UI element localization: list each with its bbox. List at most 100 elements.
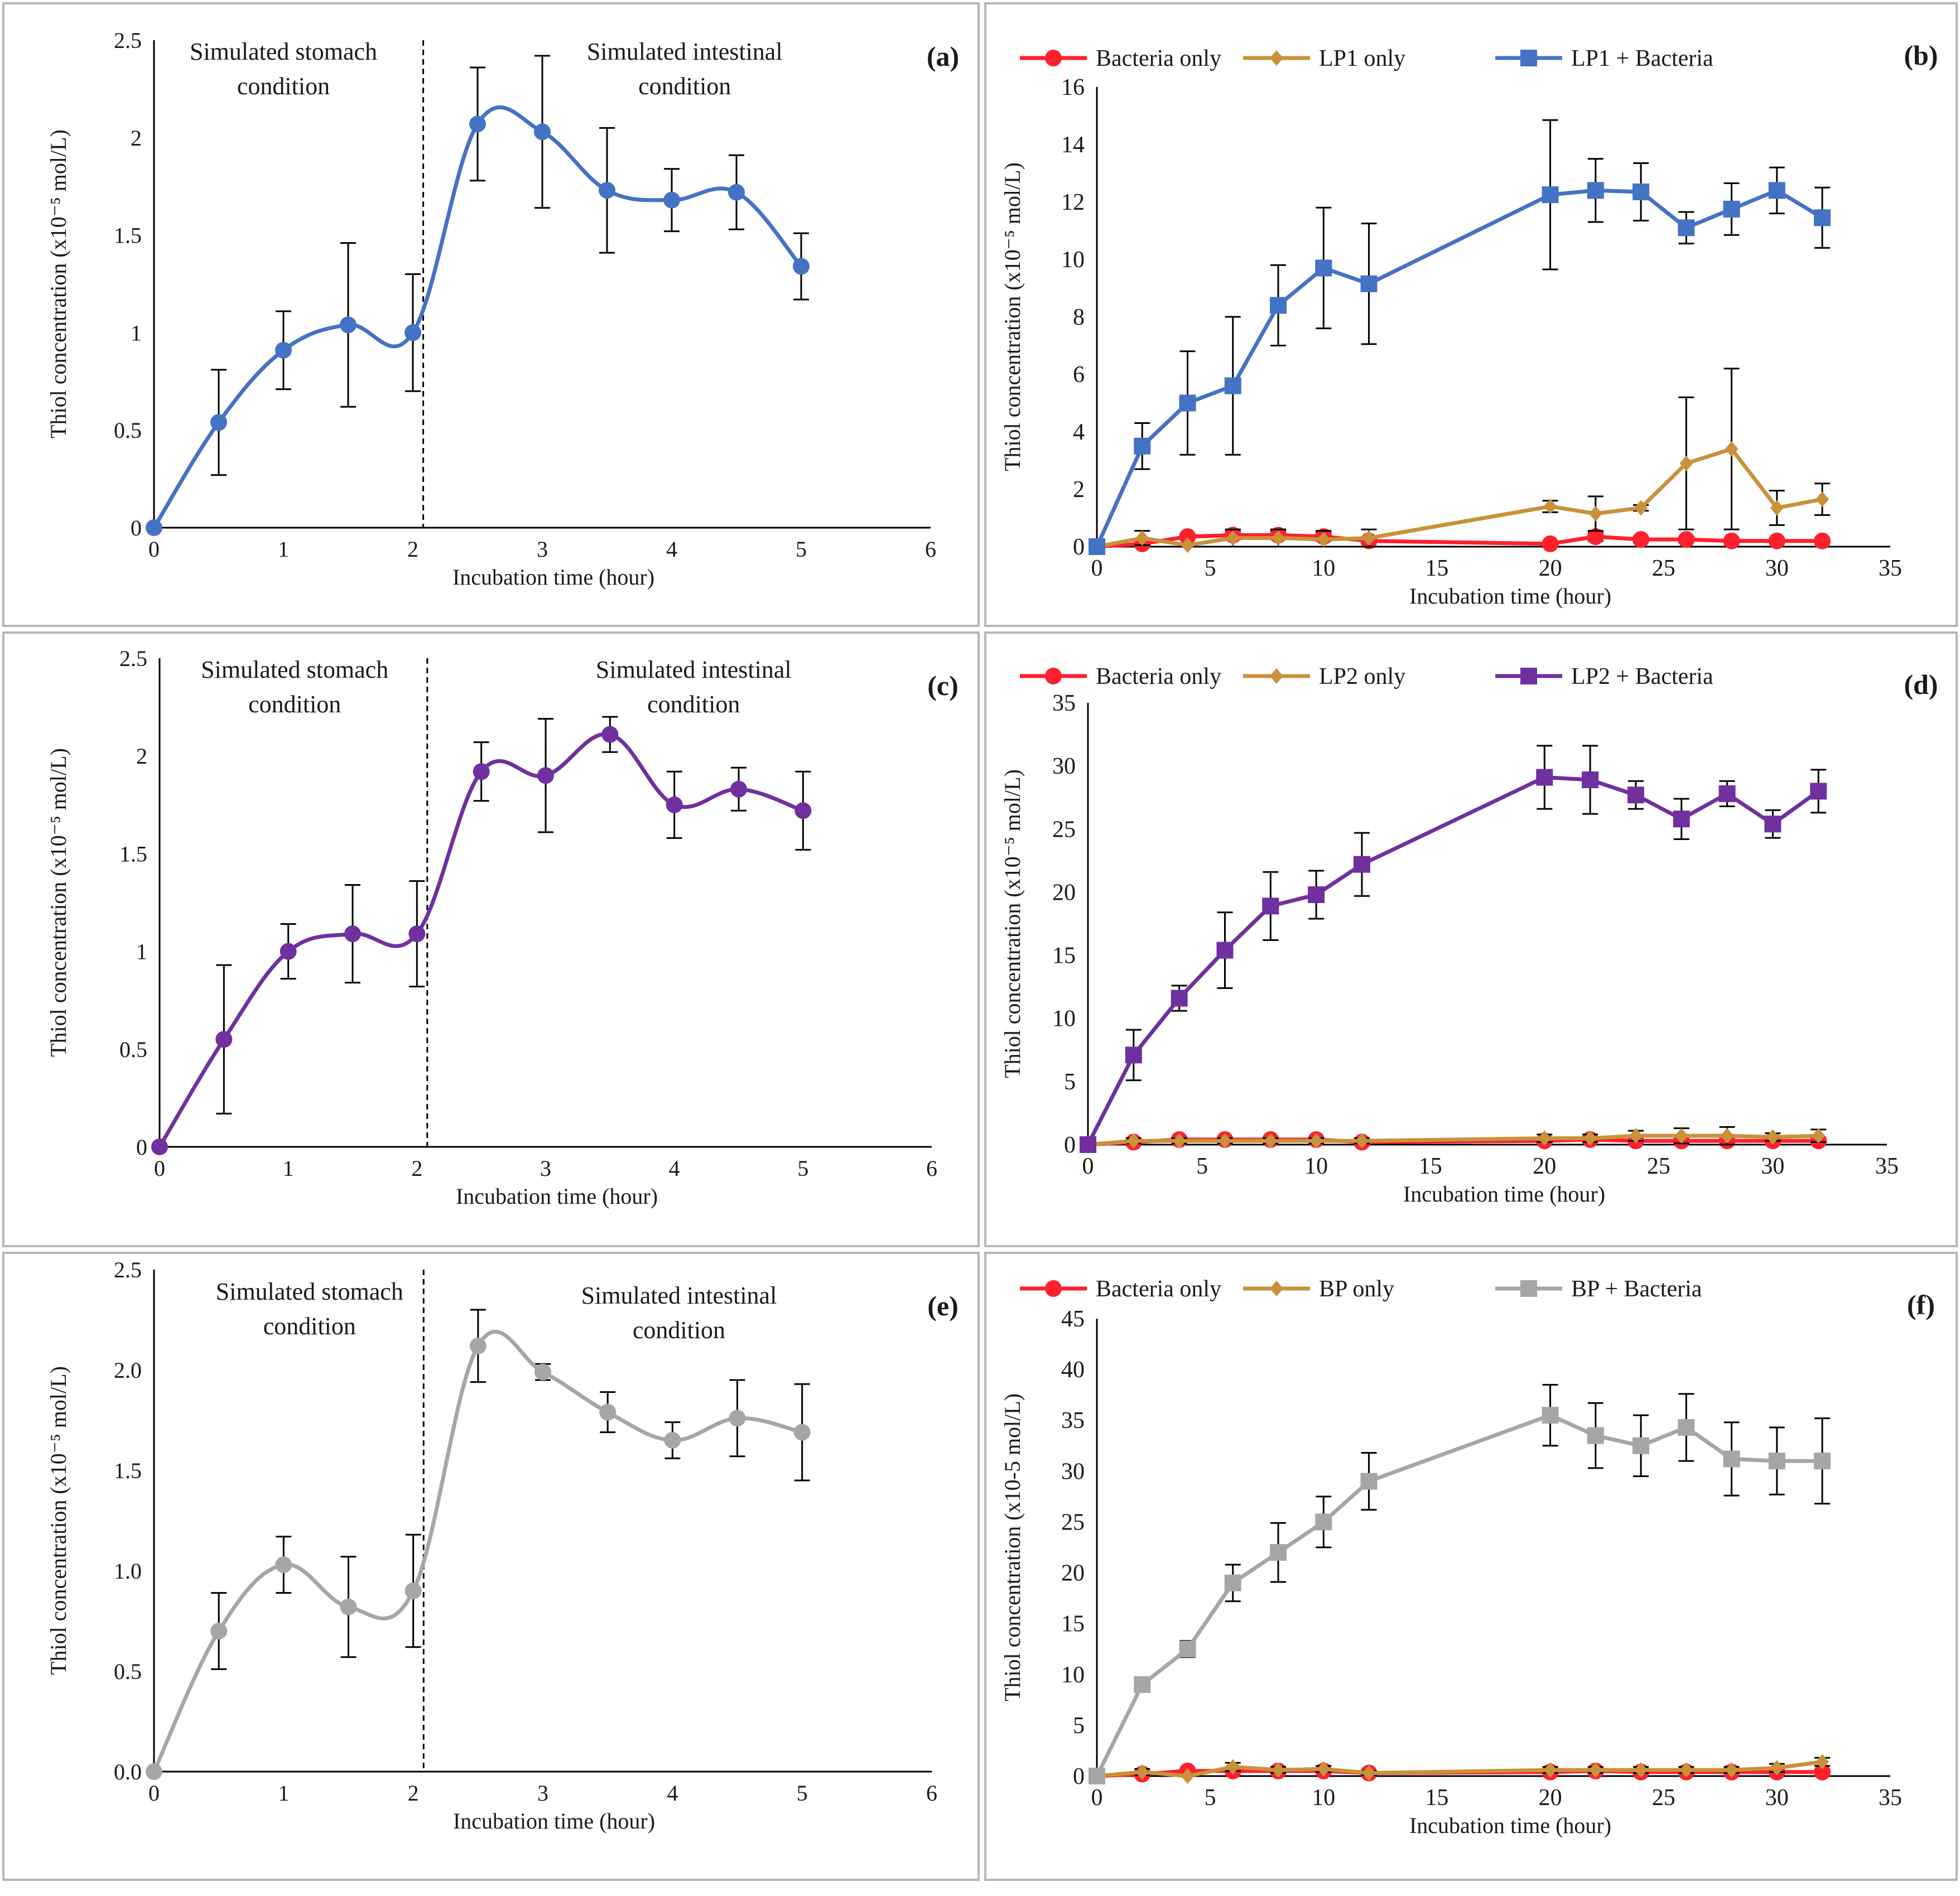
legend-label: Bacteria only [1096,46,1221,71]
data-point [1216,942,1234,959]
data-point [1582,771,1599,789]
data-point [1089,538,1105,555]
data-point [1264,1133,1278,1149]
data-point [1135,1764,1149,1780]
panel-d: (d) 0 5 10 15 20 25 30 35 0 5 10 15 20 25 30 35 Incubatio… [984,631,1958,1247]
series-main [151,716,812,1155]
region-label: Simulated intestinal [596,656,792,683]
y-tick-label: 2.5 [119,646,147,671]
legend-label: LP1 + Bacteria [1571,46,1713,71]
y-tick-label: 8 [1073,305,1085,330]
data-point [1362,530,1376,546]
panel-e: (e) 0 1 2 3 4 5 6 0.0 0.5 1.0 1.5 2.0 2.5 Incubation t… [2,1252,980,1881]
data-point [1171,990,1188,1007]
chart-c: (c) 0 1 2 3 4 5 6 0 0.5 1 1.5 2 2.5 Incubation time (h… [46,646,959,1209]
legend-marker [1520,50,1537,66]
panel-label: (f) [1907,1289,1935,1320]
x-tick-label: 5 [1205,1785,1216,1811]
x-axis-title: Incubation time (hour) [1409,1813,1611,1838]
data-point [1536,769,1553,786]
x-axis-title: Incubation time (hour) [1403,1181,1605,1207]
legend-label: BP + Bacteria [1571,1276,1702,1302]
y-tick-label: 45 [1061,1306,1085,1332]
data-point [1632,1437,1650,1454]
data-point [275,341,292,359]
panel-label: (d) [1904,669,1938,700]
x-tick-label: 0 [148,1781,160,1806]
series-line [152,105,803,529]
data-point [666,796,683,813]
data-point [1674,1128,1688,1144]
x-tick-label: 6 [926,1781,937,1806]
data-point [1627,787,1644,804]
panel-label: (e) [927,1290,959,1321]
data-point [1134,437,1151,455]
y-tick-label: 20 [1061,1561,1085,1586]
chart-d: (d) 0 5 10 15 20 25 30 35 0 5 10 15 20 25 30 35 Incubatio… [1000,664,1938,1207]
data-point [663,191,680,209]
data-point [1812,1128,1826,1144]
legend-entry: BP only [1243,1276,1394,1302]
data-point [1355,1133,1369,1149]
data-point [210,1623,228,1639]
data-point [1764,816,1781,833]
x-tick-label: 2 [408,1781,419,1806]
region-label: condition [633,1316,725,1344]
data-point [340,316,357,334]
x-tick-label: 15 [1425,556,1448,581]
y-tick-label: 1.5 [114,223,142,248]
y-tick-label: 0.0 [114,1759,142,1784]
x-tick-label: 0 [1082,1154,1094,1179]
legend-entry: BP + Bacteria [1495,1276,1702,1302]
series-bp-only [1090,1754,1831,1784]
x-tick-label: 35 [1875,1154,1899,1179]
data-point [1353,856,1370,873]
y-tick-label: 5 [1073,1713,1085,1739]
series-lp2-bacteria [1080,745,1827,1153]
y-tick-label: 2.5 [114,28,142,53]
region-label: Simulated stomach [201,656,388,683]
data-point [215,1031,233,1048]
x-tick-label: 0 [154,1156,165,1181]
data-point [1679,455,1693,471]
y-tick-label: 20 [1052,880,1076,905]
data-point [151,1138,168,1155]
data-point [793,1424,811,1441]
data-point [1679,1762,1693,1778]
data-point [1543,498,1557,514]
data-point [408,925,426,943]
y-tick-label: 25 [1052,817,1076,842]
data-point [146,519,162,536]
data-point [1723,1450,1740,1468]
data-point [1538,1130,1552,1146]
data-point [1718,785,1736,802]
panel-a: (a) 0 1 2 3 4 5 6 0 0.5 1 1.5 2 2.5 Incubation time (h… [2,2,980,627]
y-tick-label: 0 [1073,1764,1085,1789]
series-lp1-bacteria [1089,119,1831,555]
y-tick-label: 10 [1061,1662,1085,1688]
data-point [601,726,619,743]
y-tick-label: 40 [1061,1357,1085,1383]
region-label: condition [237,73,330,100]
data-point [469,115,486,133]
x-axis-title: Incubation time (hour) [456,1184,658,1209]
data-point [794,802,812,819]
data-point [1770,500,1784,516]
y-axis-title: Thiol concentration (x10⁻⁵ mol/L) [1000,769,1025,1078]
x-tick-label: 15 [1419,1154,1442,1179]
data-point [534,123,551,141]
x-tick-label: 20 [1539,1785,1562,1811]
y-tick-label: 0.5 [114,418,142,443]
data-point [1629,1128,1643,1144]
legend-marker [1270,50,1283,66]
x-tick-label: 5 [797,1781,808,1806]
data-point [1588,1762,1602,1778]
data-point [1587,528,1604,545]
chart-e: (e) 0 1 2 3 4 5 6 0.0 0.5 1.0 1.5 2.0 2.5 Incubation t… [46,1257,959,1834]
x-tick-label: 3 [537,1781,548,1806]
data-point [404,324,421,341]
y-tick-label: 1 [136,939,147,964]
x-tick-label: 20 [1533,1154,1556,1179]
x-tick-label: 0 [148,537,160,562]
x-tick-label: 10 [1312,1785,1335,1811]
